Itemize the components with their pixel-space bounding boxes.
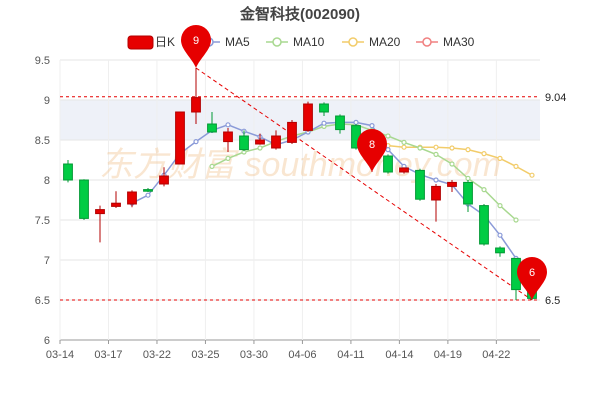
x-tick-label: 03-22	[143, 349, 171, 361]
candle-body	[335, 115, 345, 131]
ma20-point	[529, 172, 535, 178]
candle-body	[175, 111, 185, 165]
ma5-point	[385, 147, 391, 153]
candle-body	[463, 181, 473, 205]
ma10-point	[465, 175, 471, 181]
x-tick-label: 04-11	[337, 349, 364, 361]
candle-body	[479, 205, 489, 245]
ma5-point	[497, 232, 503, 238]
candle-body	[303, 103, 313, 131]
marker-label: 8	[369, 139, 375, 151]
candle-body	[415, 169, 425, 200]
ma20-point	[513, 163, 519, 169]
ma10-point	[449, 161, 455, 167]
ma10-point	[209, 163, 215, 169]
legend: 日K MA5 MA10 MA20 MA30	[127, 35, 475, 50]
candle-body	[111, 202, 121, 207]
marker-pin	[357, 129, 387, 172]
x-tick-label: 04-06	[288, 349, 316, 361]
ma5-point	[321, 120, 327, 126]
x-tick-label: 03-25	[191, 349, 219, 361]
legend-swatch-point	[422, 37, 432, 47]
candle-body	[95, 209, 105, 215]
y-tick-label: 8	[44, 175, 50, 187]
ma20-point	[465, 147, 471, 153]
candle-body	[271, 135, 281, 149]
candle-body	[431, 185, 441, 201]
ma10-point	[497, 203, 503, 209]
ma5-point	[369, 122, 375, 129]
marker-pin	[181, 25, 211, 68]
ref-line-label: 6.5	[545, 295, 560, 307]
ma10-point	[385, 133, 391, 139]
candle-body	[287, 121, 297, 143]
trend-line	[195, 67, 533, 301]
ma5-point	[433, 177, 439, 183]
ma10-point	[417, 145, 423, 151]
legend-label: MA20	[369, 35, 401, 49]
x-tick-label: 04-19	[434, 349, 462, 361]
y-tick-label: 9.5	[35, 55, 50, 67]
ma10-point	[225, 155, 231, 161]
ma10-point	[433, 151, 439, 157]
ma5-point	[145, 192, 151, 198]
candle-body	[383, 155, 393, 173]
ma10-point	[401, 139, 407, 145]
plot-area: 6 6.5 7 7.5 8 8.5 9 9.5 03-14 03-17 03-22 03-25 03-3…	[35, 25, 566, 361]
candle-body	[63, 163, 73, 181]
candle-body	[223, 131, 233, 143]
legend-label: MA10	[293, 35, 325, 49]
candle-body	[127, 191, 137, 205]
y-tick-label: 8.5	[35, 135, 50, 147]
legend-swatch-point	[272, 37, 282, 47]
ma10-point	[257, 145, 263, 151]
legend-swatch-point	[348, 37, 358, 47]
ma20-point	[401, 144, 407, 150]
ma20-point	[449, 145, 455, 151]
y-tick-label: 6.5	[35, 295, 50, 307]
candle-body	[399, 167, 409, 173]
y-tick-label: 6	[44, 335, 50, 347]
candle-body	[447, 181, 457, 187]
ma5-point	[193, 139, 199, 145]
candle-body	[255, 139, 265, 145]
ref-line-label: 9.04	[545, 92, 566, 104]
x-tick-label: 04-22	[482, 349, 510, 361]
x-tick-label: 04-14	[385, 349, 413, 361]
candle-body	[239, 135, 249, 151]
y-tick-label: 9	[44, 95, 50, 107]
ma5-point	[225, 122, 231, 128]
legend-swatch-daily-k	[127, 35, 154, 50]
ma20-point	[433, 144, 439, 150]
y-tick-label: 7.5	[35, 215, 50, 227]
legend-label: MA30	[443, 35, 475, 49]
candle-body	[159, 175, 169, 185]
ma20-point	[497, 155, 503, 161]
x-tick-label: 03-30	[240, 349, 268, 361]
candle-body	[191, 97, 201, 113]
ma20-point	[481, 151, 487, 157]
x-tick-label: 03-14	[46, 349, 74, 361]
marker-label: 9	[193, 35, 199, 47]
ma5-point	[353, 119, 359, 126]
legend-label: MA5	[225, 35, 250, 49]
ma10-point	[481, 187, 487, 193]
legend-label: 日K	[155, 35, 175, 49]
candle-body	[495, 247, 505, 254]
y-tick-label: 7	[44, 255, 50, 267]
candle-body	[79, 179, 89, 219]
ma10-line	[211, 123, 517, 221]
marker-label: 6	[529, 267, 535, 279]
candle-body	[207, 123, 217, 133]
x-tick-label: 03-17	[94, 349, 122, 361]
chart-title: 金智科技(002090)	[239, 5, 360, 23]
candle-body	[143, 189, 153, 192]
marker-pin	[517, 257, 547, 300]
ma10-point	[513, 217, 519, 223]
candle-body	[319, 103, 329, 113]
